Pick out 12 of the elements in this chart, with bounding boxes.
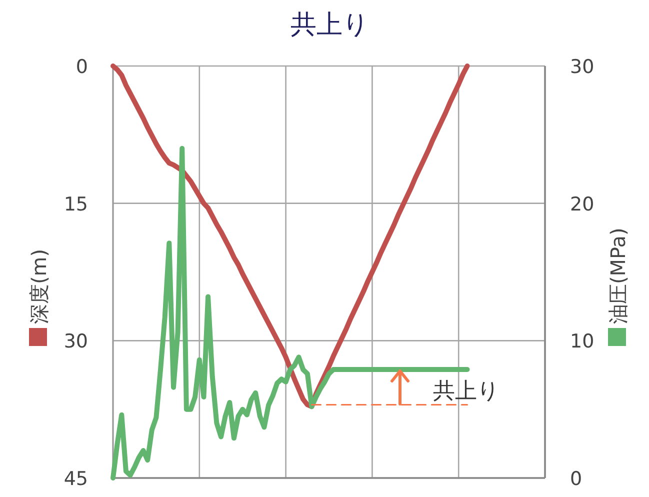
y-tick-label: 30 [64, 330, 88, 353]
y2-tick-label: 10 [570, 330, 594, 353]
y2-tick-label: 0 [570, 468, 582, 490]
y2-axis-title: 油圧(MPa) [606, 228, 630, 324]
y-tick-label: 45 [64, 468, 88, 490]
annotation: 共上り [433, 379, 500, 404]
y2-tick-label: 30 [570, 56, 594, 78]
y-tick-label: 0 [76, 56, 88, 78]
chart-title: 共上り [290, 10, 370, 40]
y-axis-title: 深度(m) [27, 248, 51, 324]
y2-tick-label: 20 [570, 193, 594, 216]
y-tick-label: 15 [64, 193, 88, 216]
